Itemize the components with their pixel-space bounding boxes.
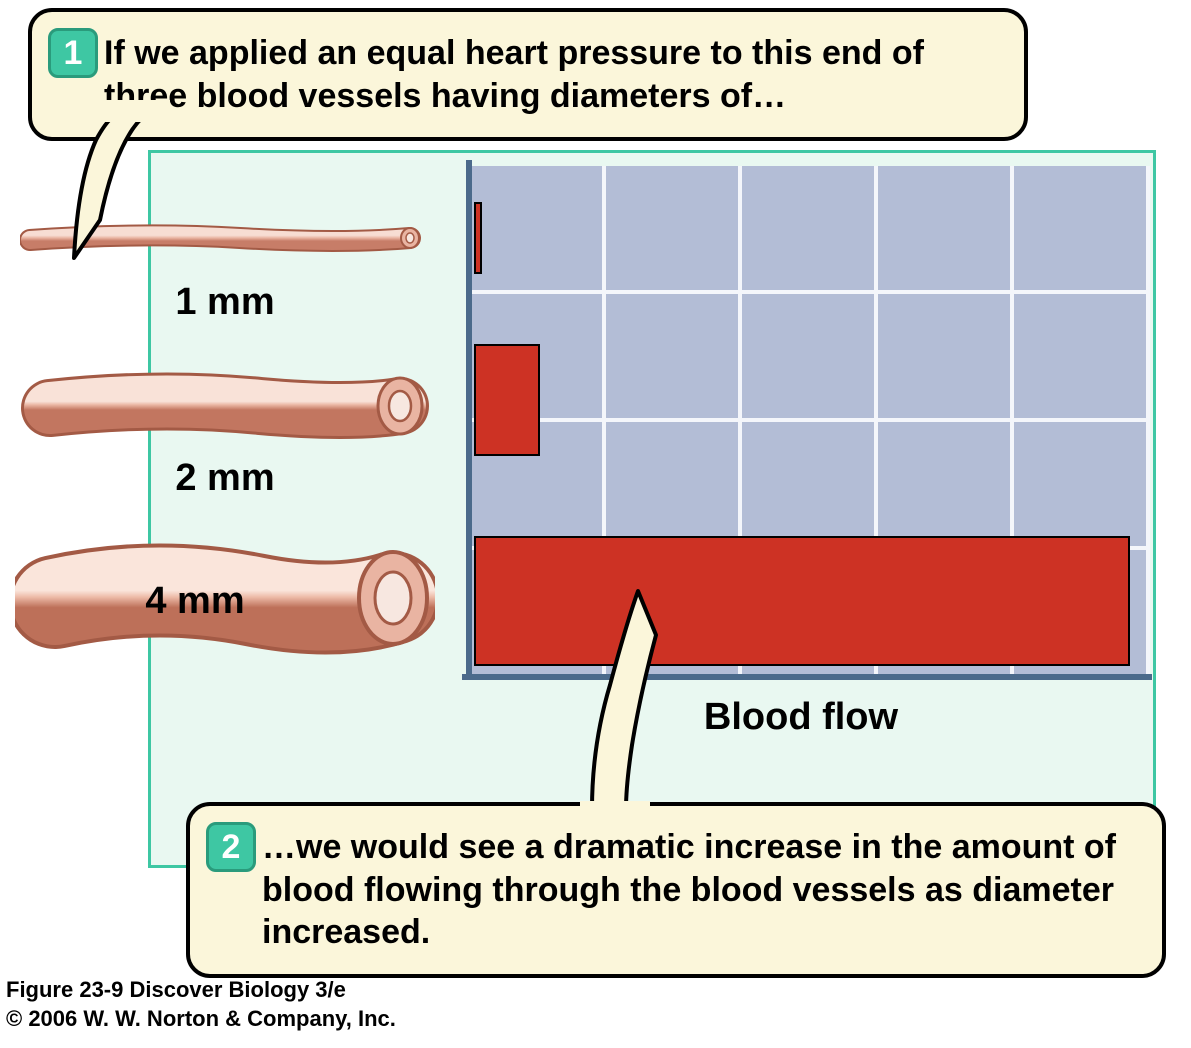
caption-line-2: © 2006 W. W. Norton & Company, Inc. xyxy=(6,1005,396,1034)
bar-1mm xyxy=(474,202,482,274)
vessel-4mm: 4 mm xyxy=(10,530,440,685)
callout-1-pointer xyxy=(60,100,180,270)
bar-2mm xyxy=(474,344,540,456)
callout-2-badge: 2 xyxy=(206,822,256,872)
vessel-4mm-label: 4 mm xyxy=(10,580,380,623)
vessel-2mm-label: 2 mm xyxy=(10,457,440,500)
callout-2-pointer xyxy=(540,585,700,825)
vessel-1mm-label: 1 mm xyxy=(10,281,440,324)
figure-caption: Figure 23-9 Discover Biology 3/e © 2006 … xyxy=(6,976,396,1033)
callout-1-text: If we applied an equal heart pressure to… xyxy=(104,34,924,115)
vessel-2mm-svg xyxy=(20,360,430,460)
callout-1-number: 1 xyxy=(64,32,83,75)
vessel-2mm: 2 mm xyxy=(10,360,440,500)
y-axis xyxy=(466,160,472,680)
callout-2: 2 …we would see a dramatic increase in t… xyxy=(186,802,1166,978)
vessels-area: 1 mm 2 mm xyxy=(10,220,440,700)
callout-2-number: 2 xyxy=(222,826,241,869)
caption-line-1: Figure 23-9 Discover Biology 3/e xyxy=(6,976,396,1005)
callout-1-badge: 1 xyxy=(48,28,98,78)
callout-2-text: …we would see a dramatic increase in the… xyxy=(262,828,1116,951)
